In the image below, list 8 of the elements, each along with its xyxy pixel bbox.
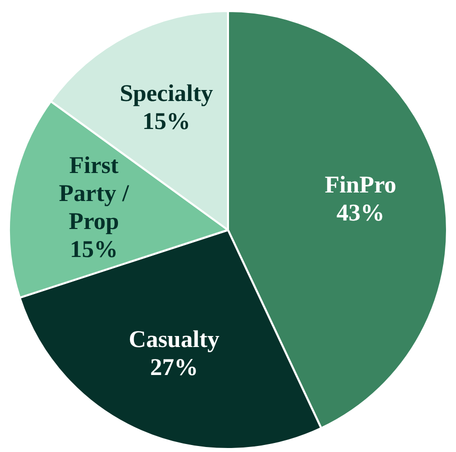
slice-label: First Party / Prop xyxy=(58,152,130,235)
slice-label: Specialty xyxy=(120,81,214,108)
data-label: 27% xyxy=(150,354,198,381)
data-label: 15% xyxy=(70,236,118,263)
data-label: 15% xyxy=(142,109,190,136)
slice-label: Casualty xyxy=(128,326,220,353)
data-label: 43% xyxy=(336,200,385,227)
slice-label: FinPro xyxy=(324,172,396,199)
